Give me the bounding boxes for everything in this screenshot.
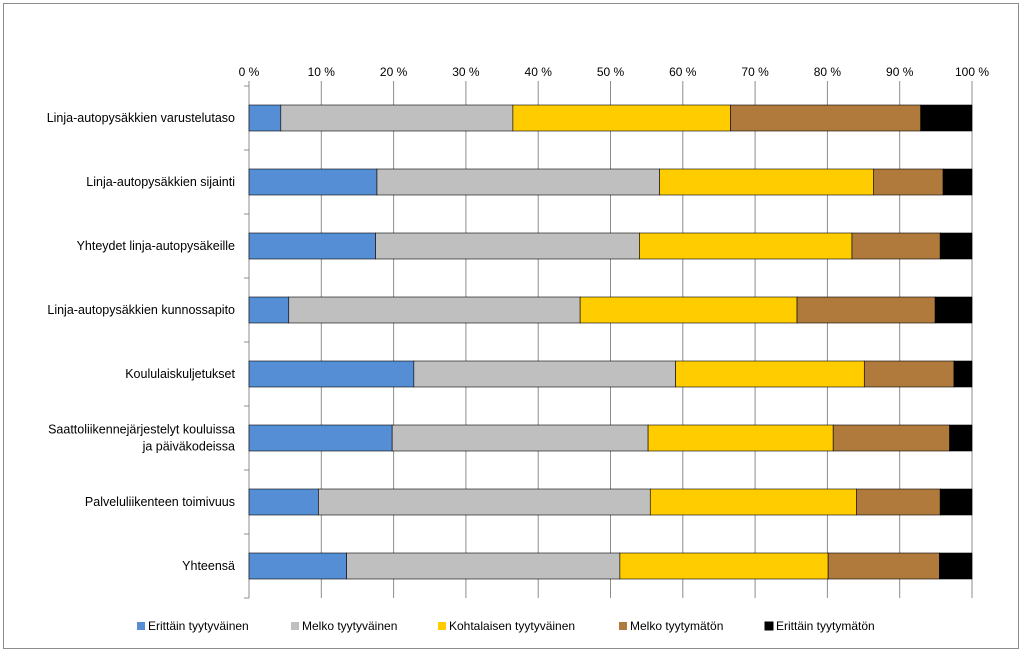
bar-segment-0-0 (248, 104, 282, 132)
bar-segment-6-4 (939, 488, 973, 516)
bar-segment-7-4 (939, 552, 973, 580)
legend-label-3: Melko tyytymätön (630, 619, 723, 633)
bar-segment-2-0 (248, 232, 376, 260)
legend-label-2: Kohtalaisen tyytyväinen (449, 619, 575, 633)
tick-label-20: 20 % (380, 65, 408, 79)
bar-segment-4-0 (248, 360, 415, 388)
bar-segment-0-2 (512, 104, 731, 132)
tick-label-60: 60 % (669, 65, 697, 79)
bar-segment-0-1 (280, 104, 514, 132)
bar-segment-4-2 (675, 360, 865, 388)
category-label-5-0: Saattoliikennejärjestelyt kouluissa (48, 423, 235, 437)
bar-segment-6-2 (649, 488, 857, 516)
tick-label-40: 40 % (525, 65, 553, 79)
bar-segment-5-2 (647, 424, 834, 452)
bar-segment-7-0 (248, 552, 347, 580)
bar-segment-6-0 (248, 488, 319, 516)
bar-segment-0-3 (730, 104, 921, 132)
tick-label-70: 70 % (741, 65, 769, 79)
bar-segment-1-2 (659, 168, 874, 196)
bar-segment-6-3 (856, 488, 941, 516)
legend-label-0: Erittäin tyytyväinen (148, 619, 249, 633)
bar-segment-0-4 (920, 104, 973, 132)
category-label-6: Palveluliikenteen toimivuus (85, 495, 235, 509)
bar-segment-5-3 (832, 424, 950, 452)
bar-segment-3-0 (248, 296, 290, 324)
bar-segment-2-3 (851, 232, 941, 260)
bar-segment-3-1 (288, 296, 581, 324)
bar-segment-5-0 (248, 424, 393, 452)
legend-label-4: Erittäin tyytymätön (776, 619, 875, 633)
category-label-0: Linja-autopysäkkien varustelutaso (47, 111, 235, 125)
category-label-2: Yhteydet linja-autopysäkeille (77, 239, 235, 253)
bar-segment-5-4 (949, 424, 973, 452)
bar-segment-4-1 (413, 360, 676, 388)
tick-label-0: 0 % (239, 65, 260, 79)
bar-segment-5-1 (391, 424, 649, 452)
bar-segment-2-1 (375, 232, 640, 260)
bar-segment-7-2 (619, 552, 829, 580)
bar-segment-1-0 (248, 168, 378, 196)
tick-label-50: 50 % (597, 65, 625, 79)
category-label-1: Linja-autopysäkkien sijainti (86, 175, 235, 189)
bar-segment-1-3 (873, 168, 944, 196)
tick-label-10: 10 % (308, 65, 336, 79)
bar-segment-7-3 (827, 552, 940, 580)
bar-segment-1-1 (376, 168, 660, 196)
bar-segment-2-2 (639, 232, 853, 260)
legend-swatch-1 (291, 622, 299, 630)
bar-segment-1-4 (942, 168, 973, 196)
legend-swatch-3 (619, 622, 627, 630)
category-label-5-1: ja päiväkodeissa (142, 440, 235, 454)
tick-label-90: 90 % (886, 65, 914, 79)
bar-segment-2-4 (939, 232, 973, 260)
legend-swatch-0 (137, 622, 145, 630)
bar-segment-3-4 (934, 296, 973, 324)
legend-swatch-2 (438, 622, 446, 630)
bar-segment-4-4 (953, 360, 973, 388)
bar-segment-7-1 (346, 552, 621, 580)
category-label-7: Yhteensä (182, 559, 235, 573)
legend-label-1: Melko tyytyväinen (302, 619, 397, 633)
bar-segment-4-3 (863, 360, 955, 388)
tick-label-30: 30 % (452, 65, 480, 79)
category-label-4: Koululaiskuljetukset (125, 367, 235, 381)
legend-swatch-4 (764, 621, 774, 631)
tick-label-80: 80 % (814, 65, 842, 79)
bar-segment-6-1 (318, 488, 651, 516)
category-label-3: Linja-autopysäkkien kunnossapito (47, 303, 235, 317)
bar-segment-3-2 (579, 296, 798, 324)
bar-segment-3-3 (796, 296, 936, 324)
tick-label-100: 100 % (955, 65, 989, 79)
